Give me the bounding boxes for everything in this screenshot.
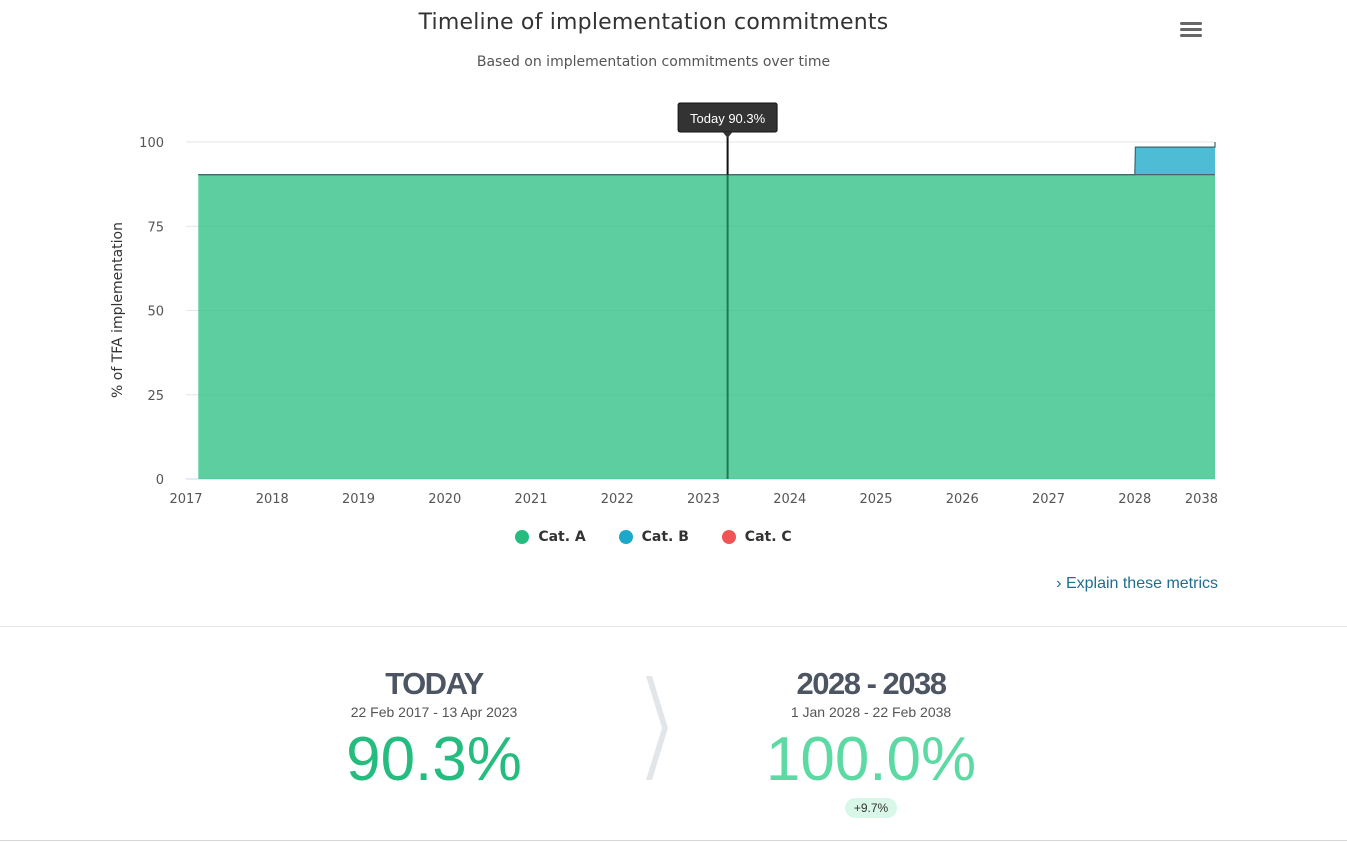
x-tick-label: 2019 xyxy=(342,492,375,507)
section-divider xyxy=(0,626,1347,627)
metric-future-value: 100.0% xyxy=(765,725,977,794)
x-tick-label: 2021 xyxy=(514,492,547,507)
line-cat-b xyxy=(198,142,1216,176)
chart-title: Timeline of implementation commitments xyxy=(418,10,889,35)
chevron-right-icon: › xyxy=(1056,575,1062,592)
area-cat-b xyxy=(198,142,1216,175)
explain-metrics-label: Explain these metrics xyxy=(1065,575,1218,592)
chart-subtitle: Based on implementation commitments over… xyxy=(476,54,831,70)
chevron-right-icon xyxy=(646,676,668,780)
hamburger-menu-icon[interactable] xyxy=(1180,22,1202,42)
metric-today-range: 22 Feb 2017 - 13 Apr 2023 xyxy=(350,704,518,720)
x-tick-label: 2025 xyxy=(859,492,892,507)
metric-future: 2028 - 2038 1 Jan 2028 - 22 Feb 2038 100… xyxy=(721,666,1021,818)
area-cat-a xyxy=(198,174,1216,479)
metric-today-value: 90.3% xyxy=(346,725,522,794)
x-tick-label: 2028 xyxy=(1118,492,1151,507)
y-tick-label: 75 xyxy=(147,220,164,235)
legend-label-cat-b: Cat. B xyxy=(641,529,689,545)
x-tick-label: 2017 xyxy=(169,492,202,507)
x-tick-label: 2020 xyxy=(428,492,461,507)
y-tick-label: 100 xyxy=(139,136,164,151)
x-tick-label: 2018 xyxy=(256,492,289,507)
today-tooltip-label: Today 90.3% xyxy=(690,111,766,126)
y-tick-label: 0 xyxy=(156,473,164,488)
x-tick-label: 2024 xyxy=(773,492,806,507)
legend-dot-cat-a xyxy=(515,530,530,544)
legend-item-cat-c[interactable]: Cat. C xyxy=(721,529,792,545)
today-tooltip-pointer xyxy=(722,132,733,138)
legend-dot-cat-b xyxy=(618,530,633,544)
y-tick-label: 50 xyxy=(147,305,164,320)
metric-future-range: 1 Jan 2028 - 22 Feb 2038 xyxy=(790,704,952,720)
bottom-divider xyxy=(0,840,1347,841)
x-tick-label: 2027 xyxy=(1032,492,1065,507)
legend-label-cat-a: Cat. A xyxy=(538,529,586,545)
legend-dot-cat-c xyxy=(721,530,736,544)
metric-future-label: 2028 - 2038 xyxy=(796,666,947,701)
legend-item-cat-b[interactable]: Cat. B xyxy=(618,529,689,545)
metric-today: TODAY 22 Feb 2017 - 13 Apr 2023 90.3% xyxy=(284,666,584,792)
area-chart: 0 25 50 75 100 % of TFA implementation 2017 201… xyxy=(110,102,1218,507)
x-tick-label: 2026 xyxy=(946,492,979,507)
x-tick-label: 2022 xyxy=(601,492,634,507)
delta-badge: +9.7% xyxy=(844,798,898,818)
metric-today-label: TODAY xyxy=(385,666,484,701)
x-tick-label: 2038 xyxy=(1185,492,1218,507)
legend-label-cat-c: Cat. C xyxy=(744,529,792,545)
y-axis-title: % of TFA implementation xyxy=(110,222,126,398)
chart-legend: Cat. A Cat. B Cat. C xyxy=(0,529,1307,548)
explain-metrics-link[interactable]: › Explain these metrics xyxy=(1056,575,1218,593)
x-tick-label: 2023 xyxy=(687,492,720,507)
y-tick-label: 25 xyxy=(147,389,164,404)
legend-item-cat-a[interactable]: Cat. A xyxy=(515,529,586,545)
